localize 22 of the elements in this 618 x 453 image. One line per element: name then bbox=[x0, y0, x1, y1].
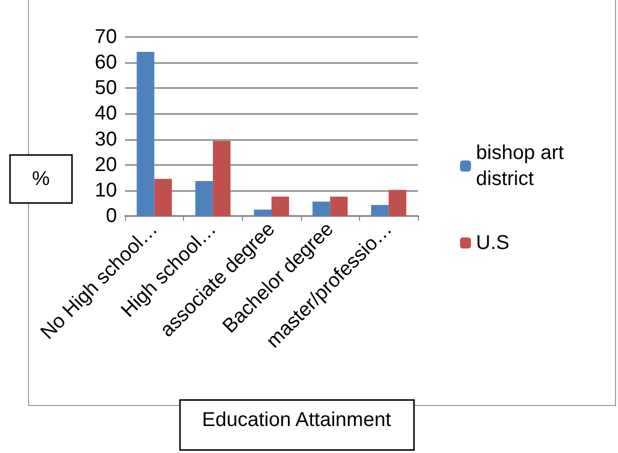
y-tick-label: 30 bbox=[94, 128, 117, 150]
bar bbox=[388, 190, 406, 216]
bar bbox=[312, 202, 330, 216]
y-tick-label: 20 bbox=[94, 154, 117, 176]
bar bbox=[136, 52, 154, 216]
bar bbox=[254, 210, 272, 216]
y-tick-label: 70 bbox=[94, 26, 117, 48]
legend-label: bishop art district bbox=[476, 142, 570, 190]
x-axis-title: Education Attainment bbox=[202, 409, 392, 431]
bar bbox=[330, 196, 348, 216]
bar bbox=[212, 140, 230, 216]
bar bbox=[154, 178, 172, 216]
y-tick-label: 40 bbox=[94, 102, 117, 125]
y-tick-label: 60 bbox=[94, 52, 117, 74]
bar bbox=[272, 196, 290, 216]
y-tick-label: 10 bbox=[94, 179, 117, 202]
bar bbox=[371, 205, 389, 216]
y-tick-label: 50 bbox=[94, 77, 117, 100]
legend-label: U.S bbox=[476, 232, 510, 254]
y-axis-title: % bbox=[32, 168, 50, 190]
bar bbox=[195, 180, 213, 216]
y-tick-label: 0 bbox=[106, 205, 117, 227]
